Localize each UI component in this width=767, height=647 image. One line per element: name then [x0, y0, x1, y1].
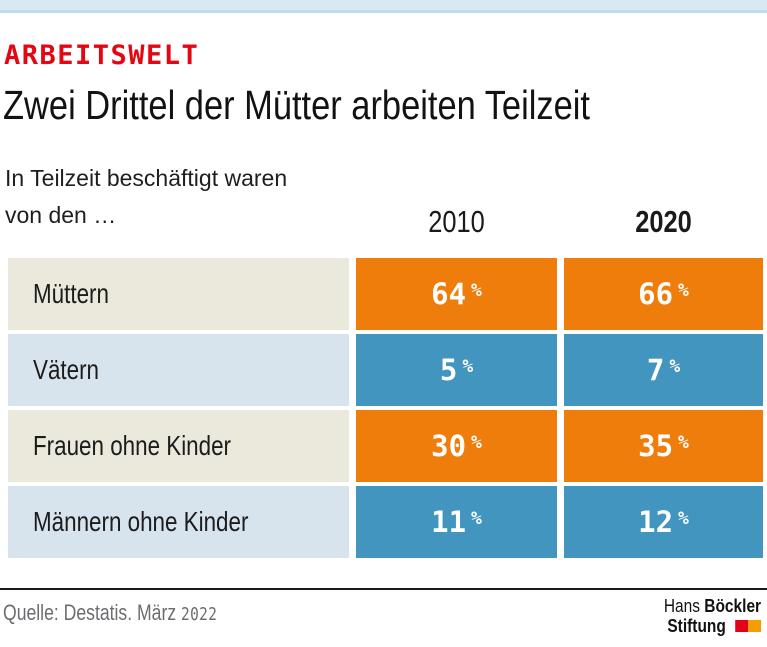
- subtitle-line-2: von den …: [5, 202, 117, 228]
- percent-sign: %: [471, 279, 482, 301]
- value-number: 12: [638, 505, 674, 539]
- percent-sign: %: [669, 355, 681, 377]
- row-label-maennern-ohne-kinder: Männern ohne Kinder: [8, 486, 349, 558]
- row-label-muettern: Müttern: [8, 258, 349, 330]
- subtitle: In Teilzeit beschäftigt waren von den …: [5, 160, 287, 234]
- row-label-text: Frauen ohne Kinder: [33, 430, 232, 461]
- logo-red-square-icon: [735, 620, 749, 632]
- percent-sign: %: [678, 431, 689, 453]
- value-number: 11: [431, 505, 467, 539]
- value-cell-frauen-2020: 35 %: [564, 410, 763, 482]
- footer-divider: [0, 588, 767, 590]
- value-number: 66: [638, 277, 674, 311]
- logo-orange-square-icon: [748, 620, 761, 632]
- column-header-2010: 2010: [428, 204, 485, 239]
- hans-boeckler-stiftung-logo: Hans Böckler Stiftung: [664, 596, 761, 636]
- column-header-2020: 2020: [635, 204, 692, 239]
- value-number: 35: [638, 429, 674, 463]
- source-note: Quelle: Destatis. März 2022: [3, 600, 217, 626]
- source-text: Quelle: Destatis. März: [3, 600, 177, 625]
- value-cell-maennern-2020: 12 %: [564, 486, 763, 558]
- row-label-frauen-ohne-kinder: Frauen ohne Kinder: [8, 410, 349, 482]
- logo-line-2: Stiftung: [664, 616, 761, 636]
- value-number: 5: [439, 353, 458, 387]
- row-label-text: Männern ohne Kinder: [33, 506, 249, 537]
- percent-sign: %: [678, 507, 689, 529]
- logo-stiftung: Stiftung: [667, 616, 726, 636]
- subtitle-line-1: In Teilzeit beschäftigt waren: [5, 165, 288, 191]
- percent-sign: %: [471, 507, 482, 529]
- value-cell-frauen-2010: 30 %: [356, 410, 557, 482]
- row-label-text: Müttern: [33, 278, 109, 309]
- logo-mark: [735, 616, 761, 632]
- value-cell-muettern-2010: 64 %: [356, 258, 557, 330]
- value-number: 7: [646, 353, 665, 387]
- value-number: 30: [431, 429, 467, 463]
- kicker-label: ARBEITSWELT: [4, 40, 200, 71]
- logo-line-1: Hans Böckler: [664, 596, 761, 616]
- percent-sign: %: [678, 279, 689, 301]
- page-title: Zwei Drittel der Mütter arbeiten Teilzei…: [3, 82, 590, 128]
- percent-sign: %: [462, 355, 474, 377]
- row-label-text: Vätern: [33, 354, 99, 385]
- value-cell-maennern-2010: 11 %: [356, 486, 557, 558]
- data-table: Müttern 64 % 66 % Vätern 5 % 7 % Frauen …: [8, 258, 763, 558]
- value-cell-vaetern-2020: 7 %: [564, 334, 763, 406]
- top-decorative-strip: [0, 0, 767, 13]
- logo-boeckler: Böckler: [704, 596, 761, 616]
- value-cell-vaetern-2010: 5 %: [356, 334, 557, 406]
- logo-hans: Hans: [663, 596, 700, 616]
- row-label-vaetern: Vätern: [8, 334, 349, 406]
- source-year: 2022: [181, 604, 218, 625]
- value-number: 64: [431, 277, 467, 311]
- percent-sign: %: [471, 431, 482, 453]
- value-cell-muettern-2020: 66 %: [564, 258, 763, 330]
